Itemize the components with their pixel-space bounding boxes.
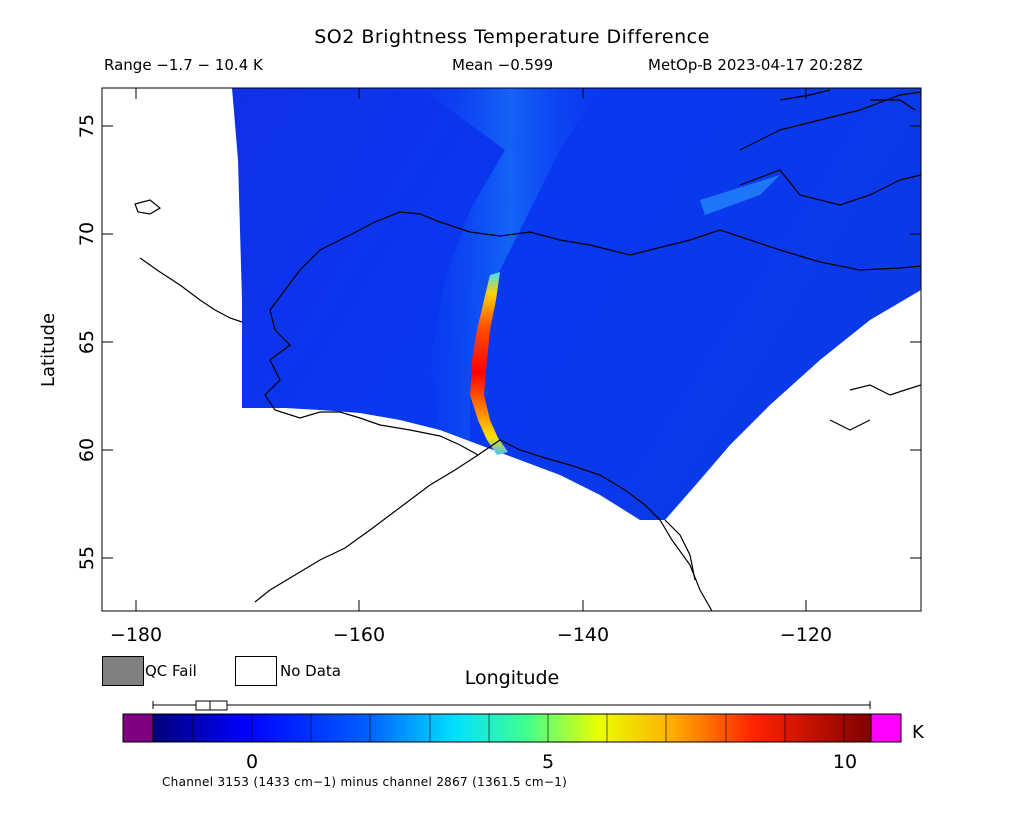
swath-band-east <box>700 175 780 215</box>
so2-plume <box>470 272 508 455</box>
colorbar-tick-label: 5 <box>542 751 554 773</box>
y-tick-marks <box>102 125 921 559</box>
x-axis-label: Longitude <box>465 667 560 689</box>
coastline-islands-ne <box>779 89 916 111</box>
colorbar-distribution <box>152 700 871 711</box>
distribution-box <box>195 700 228 711</box>
coastline-chukotka <box>134 199 162 215</box>
x-tick-marks <box>135 88 807 611</box>
no-data-label: No Data <box>280 662 341 680</box>
coastline-bc <box>664 519 696 581</box>
colorbar-ticks <box>192 714 845 742</box>
qc-fail-label: QC Fail <box>145 662 197 680</box>
colorbar <box>152 713 872 743</box>
y-tick-label: 75 <box>76 114 98 138</box>
coastline-alaska-west <box>264 289 479 456</box>
x-tick-label: −180 <box>110 624 162 646</box>
satellite-time-label: MetOp-B 2023-04-17 20:28Z <box>648 56 863 74</box>
qc-fail-swatch <box>102 656 144 686</box>
no-data-swatch <box>235 656 277 686</box>
range-label: Range −1.7 − 10.4 K <box>104 56 263 74</box>
coastline-alaska-north <box>284 211 921 291</box>
x-tick-label: −160 <box>333 624 385 646</box>
coastline-islands-north <box>739 91 921 206</box>
colorbar-tick-label: 10 <box>833 751 857 773</box>
mean-label: Mean −0.599 <box>452 56 554 74</box>
coastline-seward <box>139 257 243 323</box>
colorbar-unit: K <box>912 722 925 743</box>
y-tick-label: 70 <box>76 222 98 246</box>
y-tick-label: 65 <box>76 330 98 354</box>
coastline-gulf <box>477 439 713 611</box>
x-tick-label: −120 <box>780 624 832 646</box>
coastline-hudson <box>829 384 921 431</box>
colorbar-underflow <box>122 713 154 743</box>
plot-frame <box>101 87 922 612</box>
y-tick-label: 60 <box>76 438 98 462</box>
x-tick-label: −140 <box>557 624 609 646</box>
y-tick-label: 55 <box>76 546 98 570</box>
colorbar-overflow <box>870 713 902 743</box>
coastlines <box>134 89 921 611</box>
swath-band <box>420 88 600 440</box>
y-axis-label: Latitude <box>38 313 59 387</box>
figure-title: SO2 Brightness Temperature Difference <box>314 26 710 48</box>
colorbar-tick-label: 0 <box>246 751 258 773</box>
channel-footnote: Channel 3153 (1433 cm−1) minus channel 2… <box>162 775 568 789</box>
swath-area <box>232 88 921 520</box>
data-swath <box>232 88 921 520</box>
coastline-alaska-peninsula <box>254 454 479 603</box>
